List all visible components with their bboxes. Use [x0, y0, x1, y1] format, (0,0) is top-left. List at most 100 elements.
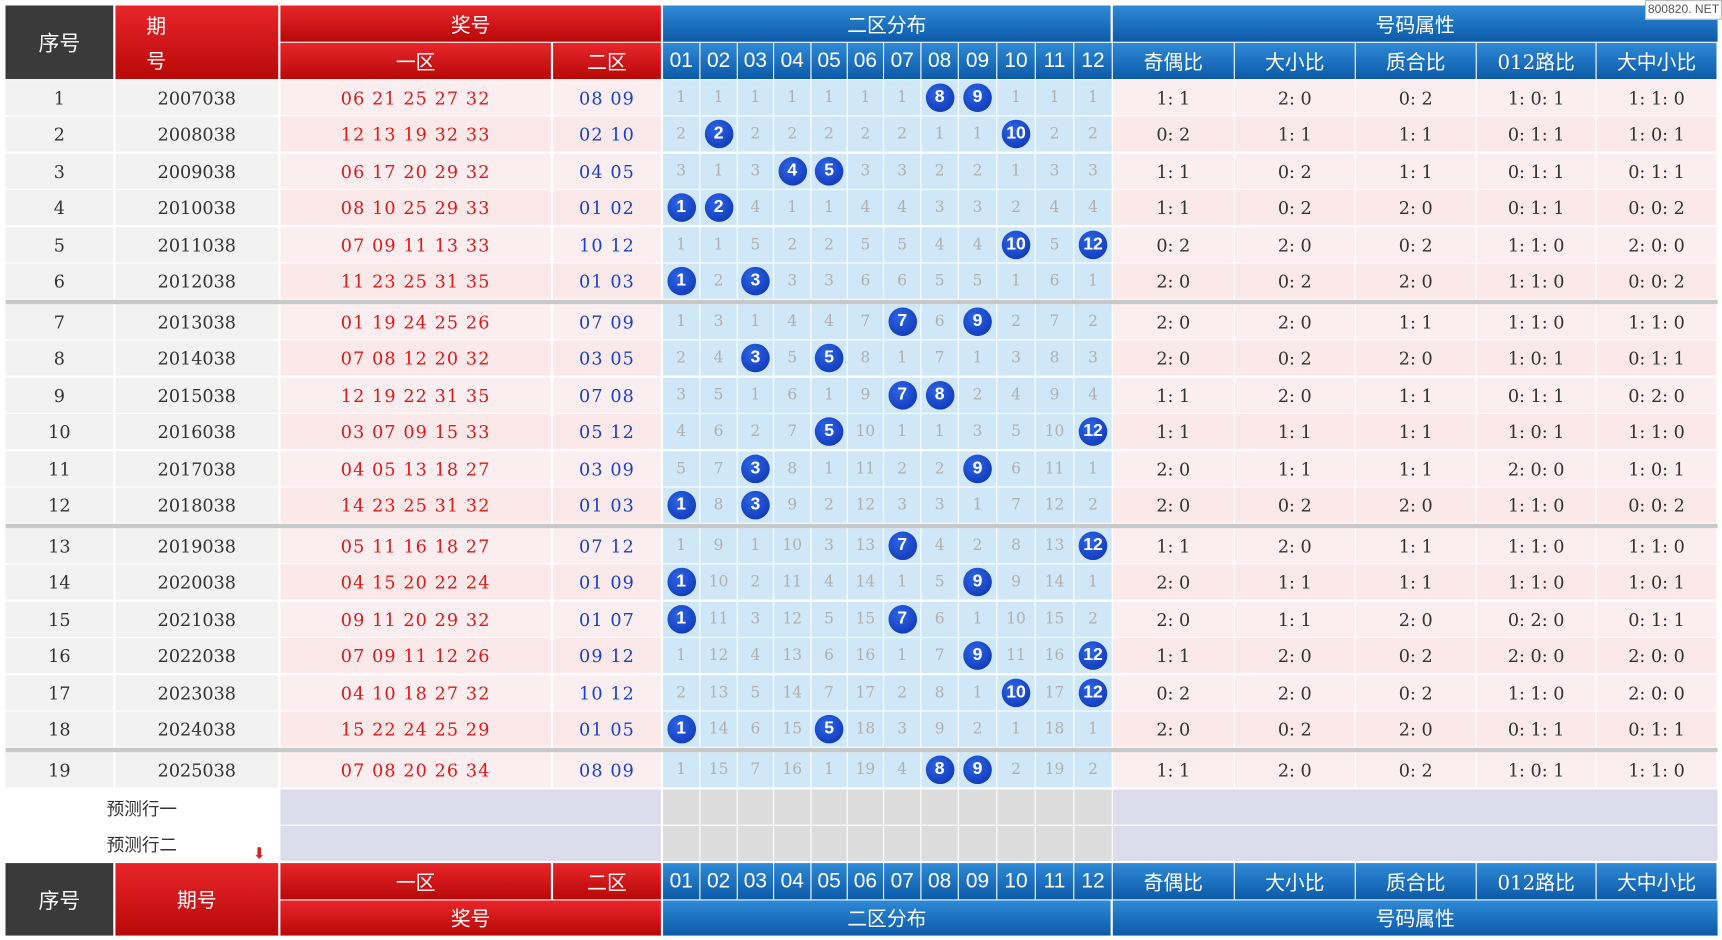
dist-cell: 1 [1074, 263, 1112, 299]
miss-count: 1 [676, 236, 687, 254]
dist-cell: 8 [774, 451, 811, 487]
miss-count: 6 [750, 720, 761, 738]
predict-dist-cell[interactable] [997, 825, 1035, 861]
dist-cell: 1 [884, 637, 921, 674]
hit-ball: 2 [704, 119, 733, 149]
predict-dist-cell[interactable] [847, 789, 883, 825]
predict-dist-cell[interactable] [811, 825, 847, 861]
hit-ball: 12 [1078, 641, 1108, 670]
dist-cell: 1 [663, 227, 700, 263]
predict-dist-cell[interactable] [884, 789, 921, 825]
dist-cell: 16 [1035, 637, 1074, 674]
dist-cell: 2 [997, 304, 1035, 340]
miss-count: 1 [787, 88, 798, 107]
hit-ball: 7 [887, 381, 917, 410]
miss-count: 2 [1049, 125, 1060, 143]
attr-value: 0: 2 [1355, 227, 1476, 263]
miss-count: 1 [897, 422, 908, 441]
row-issue: 2013038 [115, 304, 279, 340]
predict-dist-cell[interactable] [774, 825, 811, 861]
dist-cell: 16 [847, 637, 883, 674]
dist-cell: 3 [958, 189, 997, 226]
dist-cell: 2 [737, 564, 774, 600]
dist-cell: 7 [884, 528, 921, 564]
miss-count: 11 [1006, 646, 1026, 665]
predict-dist-cell[interactable] [847, 825, 883, 861]
issue-header-line1: 期 [146, 14, 167, 38]
hit-ball: 4 [777, 157, 807, 186]
miss-count: 3 [897, 720, 908, 738]
dist-cell: 7 [847, 304, 883, 340]
dist-cell: 1 [997, 153, 1035, 189]
issue-header: 期号排序▲▼ [115, 5, 279, 80]
predict-dist-cell[interactable] [663, 825, 700, 861]
predict-dist-cell[interactable] [884, 825, 921, 861]
dist-cell: 2 [663, 340, 700, 376]
predict-attr-cell[interactable] [1112, 789, 1718, 825]
attr-col-4: 012路比 [1476, 42, 1596, 80]
predict-dist-cell[interactable] [700, 789, 737, 825]
dist-cell: 4 [774, 153, 811, 189]
miss-count: 4 [972, 236, 983, 254]
predict-dist-cell[interactable] [958, 789, 997, 825]
dist-cell: 4 [884, 752, 921, 788]
dist-cell: 3 [737, 263, 774, 299]
row-seq: 16 [5, 637, 114, 674]
dist-cell: 1 [663, 80, 700, 116]
miss-count: 8 [1049, 349, 1060, 367]
miss-count: 1 [972, 496, 983, 514]
attr-value: 0: 2 [1112, 227, 1234, 263]
dist-cell: 4 [847, 189, 883, 226]
miss-count: 1 [750, 536, 761, 555]
dist-col-09: 09 [958, 42, 997, 80]
row-zone1: 14 23 25 31 32 [280, 487, 551, 523]
dist-cell: 1 [884, 80, 921, 116]
dist-cell: 7 [884, 304, 921, 340]
predict-dist-cell[interactable] [811, 789, 847, 825]
predict-dist-cell[interactable] [997, 789, 1035, 825]
miss-count: 9 [1011, 573, 1021, 591]
miss-count: 5 [1049, 236, 1060, 254]
miss-count: 7 [1049, 312, 1060, 331]
predict-dist-cell[interactable] [737, 789, 774, 825]
attr-value: 0: 1: 1 [1476, 116, 1596, 152]
dist-cell: 1 [663, 189, 700, 226]
dist-cell: 2 [663, 116, 700, 152]
predict-dist-cell[interactable] [1074, 789, 1112, 825]
miss-count: 1 [1011, 720, 1021, 738]
miss-count: 6 [934, 610, 945, 629]
attr-value: 0: 2 [1234, 340, 1355, 376]
predict-dist-cell[interactable] [1035, 789, 1074, 825]
footer-dist-col-09: 09 [958, 863, 997, 900]
dist-cell: 9 [700, 528, 737, 564]
predict-dist-cell[interactable] [958, 825, 997, 861]
miss-count: 5 [972, 272, 983, 290]
predict-dist-cell[interactable] [774, 789, 811, 825]
hit-ball: 3 [741, 266, 770, 296]
dist-cell: 3 [847, 153, 883, 189]
attr-value: 0: 1: 1 [1476, 153, 1596, 189]
predict-attr-cell[interactable] [1112, 825, 1718, 861]
dist-cell: 2 [921, 153, 958, 189]
predict-dist-cell[interactable] [921, 825, 958, 861]
predict-zone-cell[interactable] [280, 825, 661, 861]
miss-count: 14 [782, 684, 803, 702]
predict-dist-cell[interactable] [700, 825, 737, 861]
predict-dist-cell[interactable] [663, 789, 700, 825]
predict-dist-cell[interactable] [921, 789, 958, 825]
predict-dist-cell[interactable] [737, 825, 774, 861]
attr-value: 1: 1: 0 [1596, 413, 1717, 450]
footer-dist-col-02: 02 [700, 863, 737, 900]
hit-ball: 1 [666, 605, 696, 634]
predict-dist-cell[interactable] [1074, 825, 1112, 861]
hit-ball: 8 [925, 755, 954, 785]
miss-count: 12 [782, 610, 803, 629]
attr-value: 2: 0: 0 [1596, 227, 1717, 263]
predict-dist-cell[interactable] [1035, 825, 1074, 861]
footer-dist-col-12: 12 [1074, 863, 1112, 900]
row-issue: 2025038 [115, 752, 279, 788]
predict-zone-cell[interactable] [280, 789, 661, 825]
dist-cell: 1 [663, 528, 700, 564]
dist-col-10: 10 [997, 42, 1035, 80]
